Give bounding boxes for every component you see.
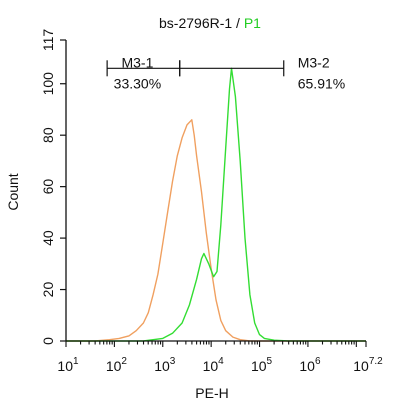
x-tick-label: 107.2	[353, 356, 383, 374]
x-tick-base: 10	[203, 358, 219, 374]
x-tick-base: 10	[154, 358, 170, 374]
marker-percentage: 65.91%	[298, 75, 345, 91]
x-tick-label: 102	[106, 356, 128, 374]
marker-percentage: 33.30%	[114, 75, 161, 91]
green-histogram-line	[66, 67, 366, 342]
x-tick-exponent: 7.2	[369, 356, 383, 367]
x-tick-label: 103	[154, 356, 176, 374]
title-separator: /	[232, 15, 244, 31]
y-tick-label: 0	[40, 337, 56, 345]
orange-histogram-line	[66, 119, 366, 342]
plot-area	[66, 67, 366, 342]
marker-label: M3-2	[298, 54, 330, 70]
y-axis-label: Count	[5, 173, 21, 210]
x-tick-base: 10	[299, 358, 315, 374]
x-axis: 101 102 103 104 105 106 107.2	[57, 340, 383, 374]
x-tick-base: 10	[106, 358, 122, 374]
x-tick-exponent: 6	[315, 356, 321, 367]
x-tick-exponent: 1	[73, 356, 79, 367]
y-tick-label: 80	[40, 127, 56, 143]
x-tick-label: 106	[299, 356, 321, 374]
x-tick-base: 10	[251, 358, 267, 374]
y-tick-label: 60	[40, 179, 56, 195]
chart-title: bs-2796R-1 / P1	[159, 15, 261, 31]
x-tick-label: 104	[203, 356, 225, 374]
marker-label: M3-1	[121, 54, 153, 70]
x-tick-label: 101	[57, 356, 79, 374]
y-tick-label: 100	[40, 72, 56, 96]
y-tick-label: 20	[40, 282, 56, 298]
x-tick-base: 10	[57, 358, 73, 374]
x-tick-exponent: 2	[121, 356, 127, 367]
y-tick-label: 117	[40, 29, 56, 52]
title-sample: bs-2796R-1	[159, 15, 232, 31]
y-axis: 0 20 40 60 80 100 117	[40, 29, 67, 345]
x-tick-exponent: 5	[267, 356, 273, 367]
y-tick-label: 40	[40, 230, 56, 246]
x-tick-exponent: 4	[218, 356, 224, 367]
title-gate: P1	[244, 15, 261, 31]
x-tick-exponent: 3	[170, 356, 176, 367]
x-tick-label: 105	[251, 356, 273, 374]
gate-markers: M3-1 33.30% M3-2 65.91%	[106, 54, 345, 91]
x-axis-label: PE-H	[195, 385, 228, 401]
x-tick-base: 10	[353, 358, 369, 374]
